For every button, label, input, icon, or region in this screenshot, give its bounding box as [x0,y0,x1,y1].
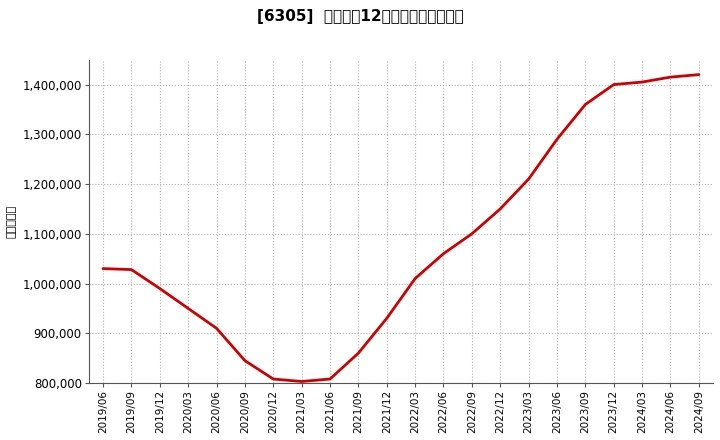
Text: [6305]  売上高の12か月移動合計の推移: [6305] 売上高の12か月移動合計の推移 [256,9,464,24]
Y-axis label: （百万円）: （百万円） [7,205,17,238]
